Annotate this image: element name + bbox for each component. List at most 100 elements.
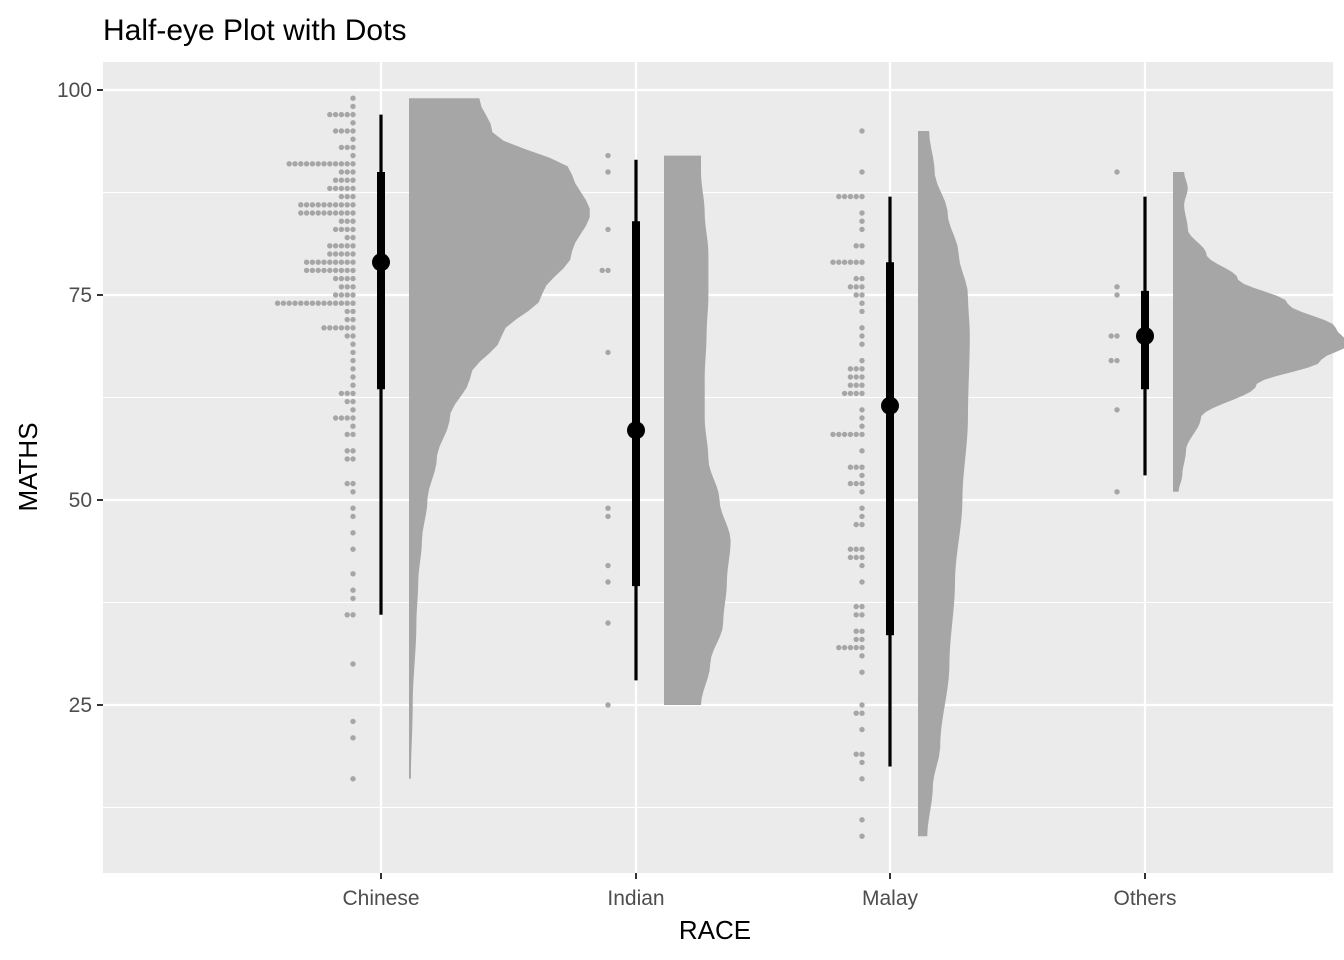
dot bbox=[605, 579, 611, 585]
density-slabs bbox=[409, 98, 1344, 837]
dot bbox=[332, 415, 339, 421]
dot bbox=[338, 185, 345, 192]
dot bbox=[344, 169, 350, 175]
dot bbox=[338, 177, 345, 183]
dot bbox=[350, 423, 356, 429]
dot bbox=[332, 111, 339, 118]
dot bbox=[332, 300, 339, 306]
dot bbox=[350, 111, 356, 118]
dot bbox=[338, 144, 345, 151]
dot bbox=[605, 226, 611, 233]
dot bbox=[350, 202, 356, 208]
dot bbox=[1114, 169, 1120, 175]
dot bbox=[859, 669, 865, 675]
dot bbox=[350, 161, 356, 167]
dot bbox=[332, 210, 339, 216]
dot bbox=[338, 243, 345, 249]
dot bbox=[853, 366, 859, 372]
dot bbox=[344, 325, 350, 331]
dot bbox=[350, 234, 356, 241]
dot bbox=[350, 571, 356, 577]
dot bbox=[859, 193, 865, 200]
dot bbox=[315, 202, 321, 208]
dot bbox=[332, 243, 339, 249]
dot bbox=[350, 587, 356, 593]
dot bbox=[350, 735, 356, 741]
dot bbox=[847, 546, 854, 552]
dot bbox=[298, 161, 304, 167]
dot bbox=[344, 612, 350, 618]
dot bbox=[344, 185, 350, 192]
dot bbox=[350, 489, 356, 495]
dot bbox=[338, 161, 345, 167]
dot bbox=[344, 300, 350, 306]
dot bbox=[350, 136, 356, 142]
dot bbox=[321, 161, 327, 167]
dot bbox=[847, 644, 854, 651]
density-slab-chinese bbox=[409, 98, 590, 779]
dot bbox=[859, 382, 865, 388]
dot bbox=[303, 267, 310, 274]
dot bbox=[350, 259, 356, 265]
dot bbox=[332, 251, 339, 257]
dot bbox=[332, 275, 339, 282]
dot bbox=[859, 448, 865, 454]
dot bbox=[859, 562, 865, 569]
dot bbox=[853, 284, 859, 290]
dot bbox=[280, 300, 287, 306]
dot bbox=[841, 644, 848, 651]
dot bbox=[605, 620, 611, 626]
dot bbox=[847, 382, 854, 388]
dot bbox=[327, 202, 333, 208]
dot bbox=[847, 284, 854, 290]
dot bbox=[338, 193, 345, 200]
dot bbox=[344, 111, 350, 118]
dot bbox=[859, 218, 865, 224]
dot bbox=[309, 267, 316, 274]
dot bbox=[859, 243, 865, 249]
dot bbox=[847, 366, 854, 372]
dot bbox=[338, 300, 345, 306]
dot bbox=[309, 259, 316, 265]
dot bbox=[859, 292, 865, 298]
dot bbox=[344, 415, 350, 421]
dot bbox=[321, 259, 327, 265]
dot bbox=[327, 161, 333, 167]
dot bbox=[859, 628, 865, 634]
dot bbox=[853, 628, 859, 634]
dot bbox=[859, 817, 865, 823]
dot bbox=[338, 284, 345, 290]
dot bbox=[350, 480, 356, 487]
dot bbox=[344, 226, 350, 233]
dot bbox=[859, 210, 865, 216]
dot bbox=[859, 513, 865, 520]
dot bbox=[332, 267, 339, 274]
interval-chinese bbox=[372, 114, 390, 615]
dot bbox=[1114, 333, 1120, 339]
plot-panel bbox=[103, 62, 1333, 873]
dots-malay bbox=[830, 128, 865, 839]
dot bbox=[292, 161, 298, 167]
dot bbox=[350, 95, 356, 101]
dot bbox=[338, 111, 345, 118]
dot bbox=[344, 144, 350, 151]
dot bbox=[853, 644, 859, 651]
dot bbox=[859, 284, 865, 290]
dot bbox=[350, 718, 356, 725]
dot bbox=[309, 202, 316, 208]
dot bbox=[350, 120, 356, 126]
dot bbox=[338, 292, 345, 298]
dot bbox=[853, 292, 859, 298]
dot bbox=[350, 431, 356, 438]
dot bbox=[350, 366, 356, 372]
dot bbox=[332, 226, 339, 233]
dot bbox=[859, 603, 865, 610]
dot bbox=[853, 710, 859, 716]
dot bbox=[859, 275, 865, 282]
dot bbox=[298, 210, 304, 216]
dot bbox=[344, 177, 350, 183]
dot bbox=[859, 521, 865, 528]
dot bbox=[350, 612, 356, 618]
dot bbox=[303, 161, 310, 167]
dot bbox=[327, 251, 333, 257]
